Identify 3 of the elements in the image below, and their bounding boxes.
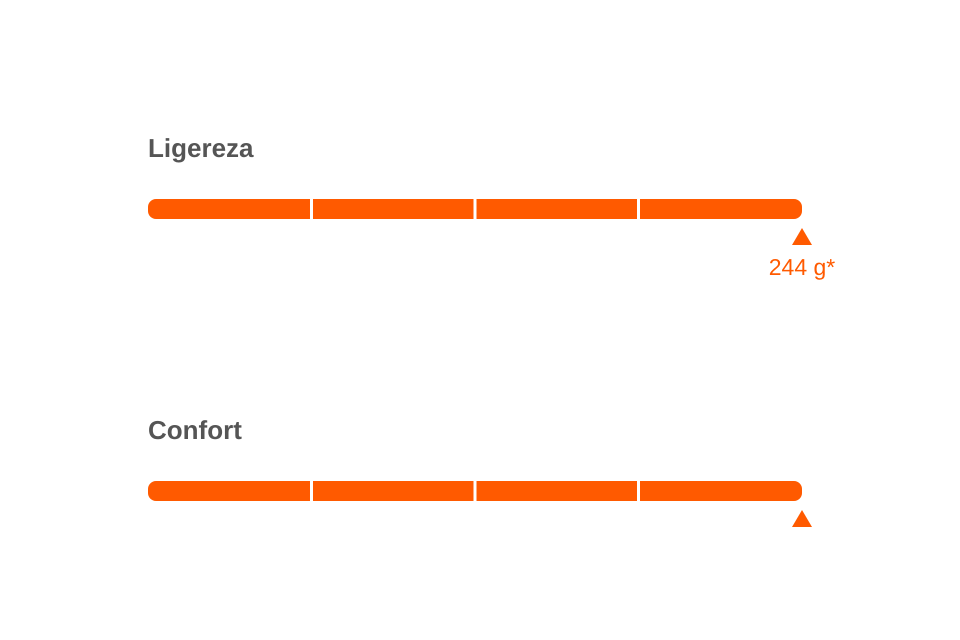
y-tick-label: Confort <box>148 415 242 445</box>
y-tick-label: Ligereza <box>148 133 254 163</box>
annotation: 244 g* <box>768 254 836 280</box>
